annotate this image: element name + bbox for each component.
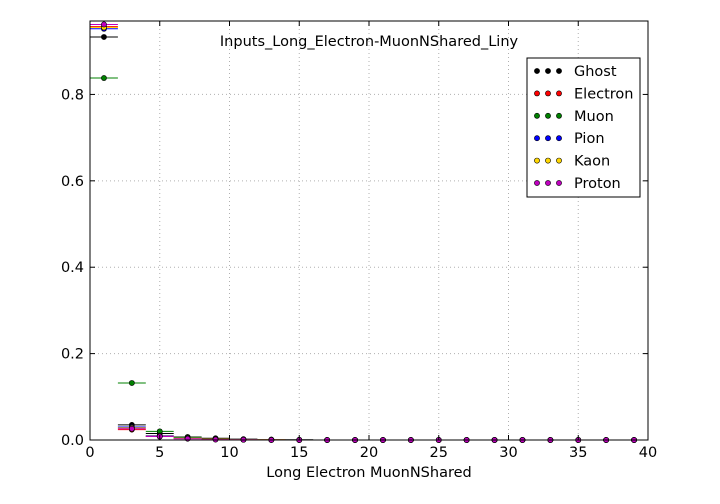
legend-kaon-marker bbox=[545, 157, 551, 164]
legend-frame bbox=[526, 57, 641, 198]
legend-ghost-marker bbox=[556, 68, 562, 74]
legend-pion-marker bbox=[556, 135, 562, 142]
legend-proton-marker bbox=[556, 180, 562, 186]
legend-ghost-marker bbox=[534, 68, 540, 74]
legend-kaon-label: Kaon bbox=[574, 154, 610, 170]
legend-electron-marker bbox=[534, 90, 540, 97]
legend-muon-marker bbox=[556, 112, 562, 119]
legend-electron-marker bbox=[556, 90, 562, 97]
y-tick-label: 0.0 bbox=[61, 433, 84, 449]
legend-muon-label: Muon bbox=[574, 109, 614, 125]
x-tick-label: 30 bbox=[499, 445, 517, 461]
legend-electron-label: Electron bbox=[574, 86, 633, 102]
legend-muon-marker bbox=[534, 112, 540, 119]
legend-proton-marker bbox=[545, 180, 551, 186]
y-tick-label: 0.2 bbox=[61, 347, 84, 363]
x-axis-label: Long Electron MuonNShared bbox=[266, 465, 471, 481]
legend-kaon-marker bbox=[556, 157, 562, 164]
legend-pion-marker bbox=[534, 135, 540, 142]
x-tick-label: 5 bbox=[155, 445, 164, 461]
legend-pion-label: Pion bbox=[574, 131, 605, 147]
legend-kaon-marker bbox=[534, 157, 540, 164]
y-tick-labels: 0.0 0.2 0.4 0.6 0.8 bbox=[61, 87, 84, 449]
x-tick-label: 0 bbox=[85, 445, 94, 461]
legend-ghost-marker bbox=[545, 68, 551, 74]
legend-entries: Ghost Electron Muon Pion Kaon Proton bbox=[534, 64, 633, 192]
y-tick-label: 0.8 bbox=[61, 87, 84, 103]
proton-marker bbox=[128, 425, 135, 432]
y-tick-label: 0.6 bbox=[61, 174, 84, 190]
legend-pion-marker bbox=[545, 135, 551, 142]
legend-ghost-label: Ghost bbox=[574, 64, 617, 80]
muon-marker bbox=[101, 75, 107, 81]
ghost-marker bbox=[101, 34, 107, 40]
axis-ticks bbox=[89, 21, 649, 441]
x-tick-label: 20 bbox=[360, 445, 378, 461]
x-tick-label: 10 bbox=[220, 445, 238, 461]
legend-electron-marker bbox=[545, 90, 551, 97]
y-tick-label: 0.4 bbox=[61, 260, 84, 276]
x-tick-label: 15 bbox=[290, 445, 308, 461]
proton-marker bbox=[184, 435, 191, 442]
legend-proton-label: Proton bbox=[574, 176, 621, 192]
muon-marker bbox=[128, 380, 135, 386]
legend-muon-marker bbox=[545, 112, 551, 119]
legend: Ghost Electron Muon Pion Kaon Proton bbox=[526, 57, 641, 198]
legend-proton-marker bbox=[534, 180, 540, 186]
proton-marker bbox=[101, 21, 107, 28]
x-tick-label: 35 bbox=[569, 445, 587, 461]
x-tick-label: 40 bbox=[639, 445, 657, 461]
x-tick-labels: 0 5 10 15 20 25 30 35 40 bbox=[85, 445, 657, 461]
x-tick-label: 25 bbox=[430, 445, 448, 461]
